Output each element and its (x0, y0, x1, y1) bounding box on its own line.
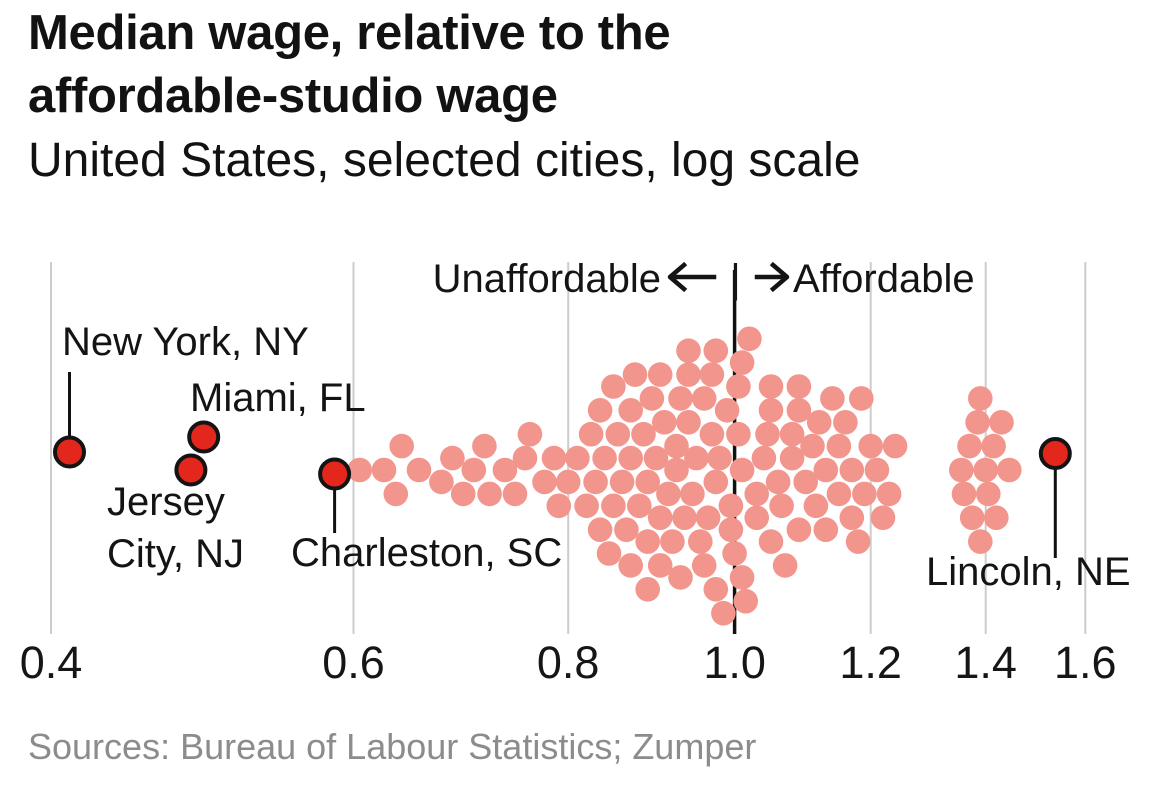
svg-text:|: | (730, 257, 740, 301)
svg-text:0.4: 0.4 (20, 637, 83, 688)
svg-text:Jersey: Jersey (107, 480, 225, 524)
svg-text:1.2: 1.2 (839, 637, 902, 688)
svg-text:Lincoln, NE: Lincoln, NE (926, 550, 1131, 594)
svg-text:New York, NY: New York, NY (62, 320, 309, 364)
svg-text:1.4: 1.4 (954, 637, 1017, 688)
svg-text:1.6: 1.6 (1054, 637, 1117, 688)
svg-text:1.0: 1.0 (703, 637, 766, 688)
svg-text:City, NJ: City, NJ (107, 532, 244, 576)
svg-text:0.8: 0.8 (537, 637, 600, 688)
svg-text:Affordable: Affordable (793, 257, 975, 301)
svg-text:Charleston, SC: Charleston, SC (291, 531, 562, 575)
svg-text:Unaffordable: Unaffordable (433, 257, 661, 301)
svg-text:0.6: 0.6 (322, 637, 385, 688)
svg-text:Miami, FL: Miami, FL (190, 376, 366, 420)
